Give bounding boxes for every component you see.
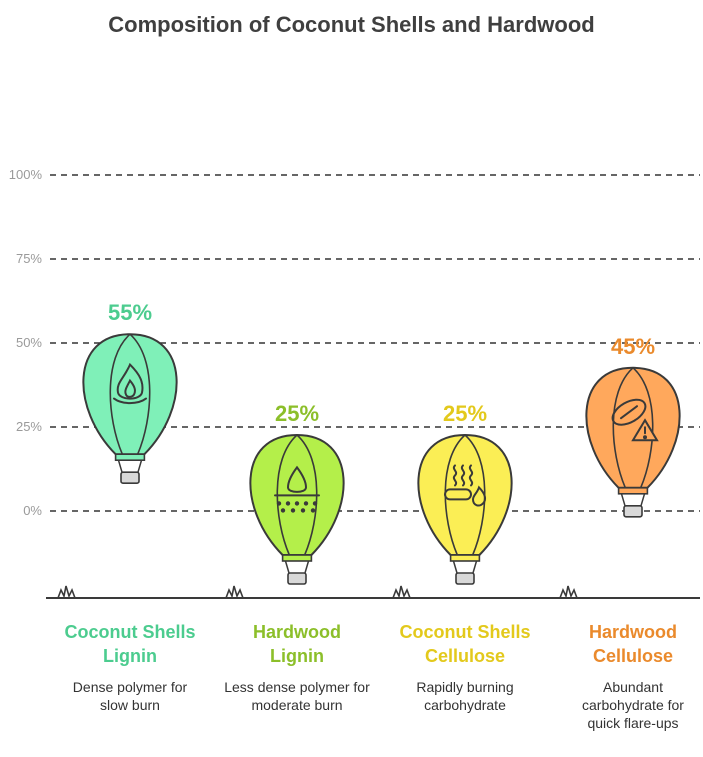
- balloon-rib: [129, 333, 151, 455]
- balloon-skirt: [449, 554, 481, 562]
- category-label: Hardwood Lignin Less dense polymer for mod…: [212, 620, 382, 714]
- fire-icon: [113, 362, 147, 405]
- balloon-rib: [296, 434, 318, 556]
- wood-warning-icon: [611, 398, 659, 442]
- category-subtitle: Cellulose: [424, 646, 506, 666]
- category-label: Coconut Shells Lignin Dense polymer for sl…: [45, 620, 215, 714]
- category-title: Hardwood: [589, 622, 677, 642]
- balloon-envelope: [417, 433, 513, 556]
- balloon-rope: [137, 459, 143, 473]
- balloon-rope: [640, 493, 646, 507]
- balloon-rib: [612, 367, 634, 489]
- balloon-envelope: [82, 333, 178, 456]
- y-tick-label: 50%: [16, 335, 42, 350]
- category-label: Coconut Shells Cellulose Rapidly burning c…: [380, 620, 550, 714]
- balloon-basket: [120, 471, 140, 485]
- balloon-rope: [284, 560, 290, 574]
- grid-lines: 0% 25% 50% 75% 100%: [9, 167, 700, 518]
- category-description: Rapidly burning carbohydrate: [416, 679, 514, 713]
- category-title: Coconut Shells: [399, 622, 531, 642]
- category-description: Abundant carbohydrate for quick flare-up…: [582, 679, 684, 731]
- water-drop-soil-icon: [274, 465, 320, 513]
- grass-tuft: [225, 585, 244, 599]
- balloon-rib: [632, 367, 654, 489]
- balloon-rope: [472, 560, 478, 574]
- balloon-envelope: [585, 366, 681, 489]
- grass-tuft: [559, 585, 578, 599]
- value-label: 45%: [611, 334, 655, 359]
- burning-log-icon: [444, 464, 487, 507]
- y-tick-label: 25%: [16, 419, 42, 434]
- category-subtitle: Lignin: [270, 646, 324, 666]
- category-subtitle: Lignin: [103, 646, 157, 666]
- balloon-rope: [452, 560, 458, 574]
- balloon-bar: [249, 433, 345, 585]
- y-tick-label: 75%: [16, 251, 42, 266]
- balloon-bar: [585, 366, 681, 518]
- balloon-skirt: [617, 486, 649, 495]
- balloon-rib: [109, 333, 131, 455]
- balloon-bar: [417, 433, 513, 585]
- balloon-basket: [623, 504, 643, 518]
- balloon-bar: [82, 333, 178, 485]
- balloons: 55% 25% 25% 45%: [82, 300, 681, 585]
- category-title: Coconut Shells: [64, 622, 196, 642]
- y-tick-label: 100%: [9, 167, 43, 182]
- balloon-skirt: [281, 554, 313, 562]
- value-label: 55%: [108, 300, 152, 325]
- y-tick-label: 0%: [23, 503, 42, 518]
- value-label: 25%: [443, 401, 487, 426]
- category-subtitle: Cellulose: [592, 646, 674, 666]
- balloon-basket: [455, 572, 475, 585]
- grass-tuft: [392, 585, 411, 599]
- ground-line: [46, 585, 700, 599]
- balloon-rib: [464, 434, 486, 556]
- category-label: Hardwood Cellulose Abundant carbohydrate f…: [548, 620, 703, 732]
- balloon-rib: [444, 434, 466, 556]
- category-title: Hardwood: [253, 622, 341, 642]
- category-description: Dense polymer for slow burn: [72, 679, 188, 713]
- chart-title: Composition of Coconut Shells and Hardwo…: [108, 12, 595, 37]
- balloon-rope: [304, 560, 310, 574]
- grass-tuft: [57, 585, 76, 599]
- balloon-rope: [620, 493, 626, 507]
- balloon-rib: [276, 434, 298, 556]
- balloon-basket: [287, 572, 307, 585]
- category-description: Less dense polymer for moderate burn: [224, 679, 370, 713]
- balloon-rope: [117, 459, 123, 473]
- balloon-skirt: [114, 453, 146, 462]
- value-label: 25%: [275, 401, 319, 426]
